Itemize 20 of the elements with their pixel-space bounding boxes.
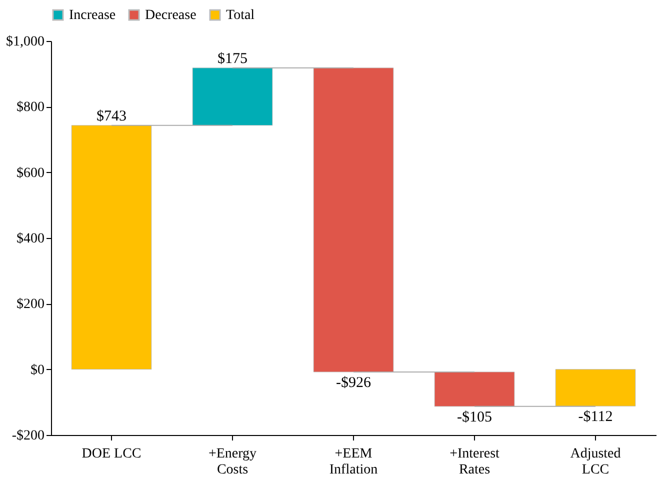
x-tick-label: +EEM Inflation — [329, 446, 378, 478]
data-label: $743 — [96, 108, 126, 124]
legend-label: Decrease — [145, 8, 196, 23]
y-tick-label: $400 — [16, 232, 44, 246]
x-tick-label: +Energy Costs — [208, 446, 257, 478]
y-tick-label: $600 — [16, 166, 44, 181]
data-label: $175 — [218, 50, 248, 67]
x-tick-label: Adjusted LCC — [570, 446, 621, 478]
x-tick-label: +Interest Rates — [450, 446, 500, 478]
x-tick-label: DOE LCC — [82, 446, 142, 462]
y-tick-label: $200 — [16, 297, 44, 312]
data-label: -$105 — [457, 409, 492, 426]
data-label: -$112 — [578, 409, 613, 426]
y-tick-label: -$200 — [12, 428, 44, 444]
y-tick-label: $0 — [30, 362, 44, 378]
y-tick-label: $800 — [16, 100, 44, 116]
y-tick-label: $1,000 — [6, 34, 44, 50]
data-label: -$926 — [336, 374, 372, 391]
legend-label: Total — [226, 8, 255, 23]
legend-label: Increase — [69, 8, 116, 23]
